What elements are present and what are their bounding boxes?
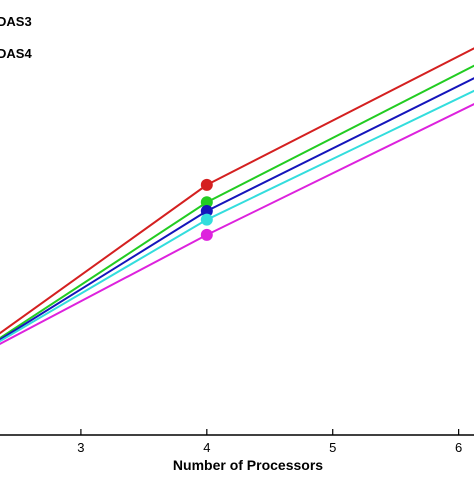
series-line-2: [0, 64, 474, 340]
x-tick-label: 4: [203, 440, 210, 455]
series-line-3: [0, 77, 474, 341]
series-marker-3: [200, 204, 213, 217]
legend-label-das3: DAS3: [0, 14, 32, 29]
legend: DAS3 DAS4: [0, 14, 32, 61]
x-tick-label: 5: [329, 440, 336, 455]
x-axis-title: Number of Processors: [173, 457, 323, 473]
series-layer: [0, 47, 474, 345]
series-marker-5: [200, 228, 213, 241]
series-line-5: [0, 103, 474, 345]
series-marker-2: [200, 196, 213, 209]
x-axis-ticks: 3 4 5 6: [77, 429, 462, 455]
x-tick-label: 6: [455, 440, 462, 455]
series-marker-4: [200, 213, 213, 226]
series-marker-1: [200, 178, 213, 191]
legend-label-das4: DAS4: [0, 46, 32, 61]
series-line-1: [0, 47, 474, 335]
x-tick-label: 3: [77, 440, 84, 455]
